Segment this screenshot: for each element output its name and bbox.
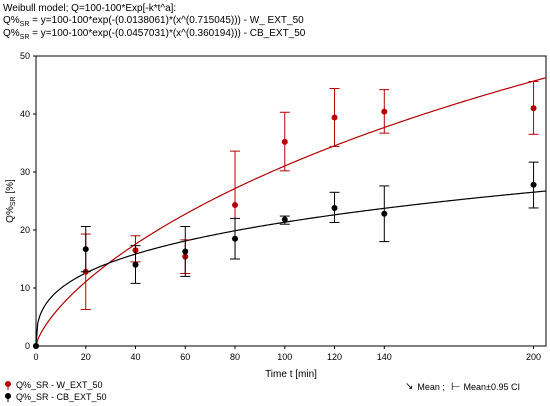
- legend-ci-label: Mean±0.95 CI: [463, 381, 520, 392]
- mean-point-s2-5: [281, 216, 288, 223]
- points-group: [33, 81, 539, 349]
- legend-series-1-label: Q%_SR - W_EXT_50: [16, 380, 103, 390]
- plot-frame: [35, 55, 547, 347]
- mean-point-s1-4: [232, 202, 239, 209]
- y-tick-label-2: 20: [20, 225, 30, 235]
- legend-mean-label: Mean ;: [417, 381, 445, 392]
- mean-point-s1-8: [530, 105, 537, 112]
- header-line-2-prefix: Q%: [3, 15, 20, 26]
- x-tick-label-8: 200: [526, 352, 541, 362]
- y-tick-label-5: 50: [20, 51, 30, 61]
- header-line-2: Q%SR = y=100-100*exp(-(0.0138061)*(x^(0.…: [3, 15, 304, 31]
- legend-series-1: Q%_SR - W_EXT_50: [3, 380, 103, 390]
- x-tick-label-1: 20: [81, 352, 91, 362]
- header-line-3-rest: = y=100-100*exp(-(0.0457031)*(x^(0.36019…: [29, 28, 306, 39]
- mean-point-s1-5: [281, 138, 288, 145]
- mean-point-s1-7: [381, 108, 388, 115]
- legend-series-2: Q%_SR - CB_EXT_50: [3, 392, 107, 402]
- mean-point-s2-7: [381, 210, 388, 217]
- y-axis-label-unit: [%]: [5, 179, 16, 196]
- header-line-3-sub: SR: [19, 34, 30, 41]
- y-tick-label-0: 0: [25, 341, 30, 351]
- header-line-1: Weibull model; Q=100-100*Exp[-k*t^a]:: [3, 3, 177, 14]
- mean-point-s1-6: [331, 114, 338, 121]
- x-tick-label-4: 80: [230, 352, 240, 362]
- legend-stats: ↘ Mean ; ⊢ Mean±0.95 CI: [405, 380, 520, 393]
- legend-series-2-swatch: [3, 392, 13, 402]
- y-tick-label-4: 40: [20, 109, 30, 119]
- x-tick-label-3: 60: [180, 352, 190, 362]
- model-curve-series-1: [35, 77, 547, 347]
- mean-point-s2-0: [33, 343, 39, 349]
- header-line-3-prefix: Q%: [3, 28, 20, 39]
- x-tick-label-6: 120: [327, 352, 342, 362]
- y-axis-label: Q%SR [%]: [5, 179, 17, 223]
- mean-point-s2-4: [232, 235, 239, 242]
- curves-group: [35, 77, 547, 347]
- x-tick-label-2: 40: [131, 352, 141, 362]
- header-line-2-rest: = y=100-100*exp(-(0.0138061)*(x^(0.71504…: [29, 15, 304, 26]
- y-tick-label-1: 10: [20, 283, 30, 293]
- mean-point-s2-6: [331, 204, 338, 211]
- mean-point-s2-8: [530, 181, 537, 188]
- model-curve-series-2: [35, 190, 547, 347]
- ticks-group: 0 20 40 60 80 100 120 140 200 0 10 20 30 40 50: [20, 51, 541, 362]
- x-tick-label-7: 140: [377, 352, 392, 362]
- legend-series-1-swatch: [3, 380, 13, 390]
- mean-point-s2-3: [182, 248, 189, 255]
- mean-marker-icon: ↘: [405, 381, 414, 392]
- y-axis-label-main: Q%: [5, 206, 16, 223]
- header-line-2-sub: SR: [19, 21, 30, 28]
- x-axis-label: Time t [min]: [265, 369, 317, 380]
- legend-series-2-label: Q%_SR - CB_EXT_50: [16, 392, 107, 402]
- header-line-3: Q%SR = y=100-100*exp(-(0.0457031)*(x^(0.…: [3, 28, 305, 44]
- x-tick-label-5: 100: [277, 352, 292, 362]
- y-tick-label-3: 30: [20, 167, 30, 177]
- mean-point-s2-1: [82, 246, 89, 253]
- mean-point-s2-2: [132, 261, 139, 268]
- y-axis-label-sub: SR: [10, 196, 17, 206]
- x-tick-label-0: 0: [33, 352, 38, 362]
- ci-whisker-icon: ⊢: [450, 381, 461, 393]
